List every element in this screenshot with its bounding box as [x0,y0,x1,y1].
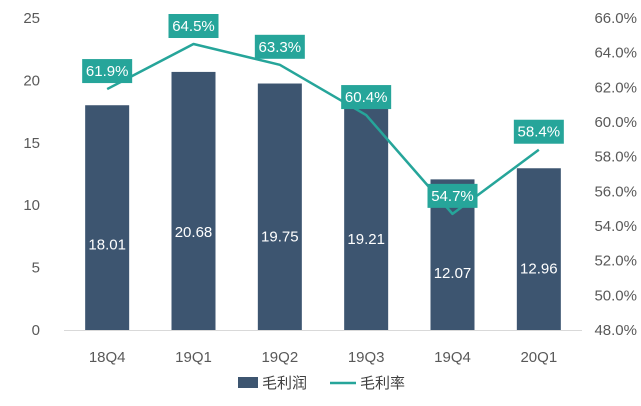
x-tick-label: 19Q3 [348,349,385,366]
legend: 毛利润 毛利率 [238,374,405,392]
bar-value-label: 20.68 [175,224,213,241]
y-left-tick-label: 25 [23,10,40,27]
y-right-tick-label: 66.0% [594,10,637,27]
axes-layer: 0 5 10 15 20 25 48.0% 50.0% 52.0% 54.0% 56.0% 58.0%… [23,10,637,366]
y-left-tick-label: 0 [32,322,40,339]
bar-value-label: 12.07 [434,265,472,282]
margin-label-box [341,85,392,110]
y-right-tick-label: 48.0% [594,322,637,339]
bar-18Q4 [85,105,130,330]
bar-19Q3 [344,90,389,330]
y-right-tick-label: 56.0% [594,183,637,200]
y-right-tick-label: 62.0% [594,79,637,96]
margin-value-label: 61.9% [86,63,129,80]
x-tick-label: 18Q4 [89,349,126,366]
labels-layer: 18.01 20.68 19.75 19.21 12.07 12.96 61.9% 64.5%… [82,14,564,282]
margin-label-box [427,183,478,208]
bar-value-label: 19.21 [347,231,385,248]
bar-value-label: 18.01 [88,237,126,254]
legend-label-gross-margin: 毛利率 [360,374,405,392]
x-tick-label: 19Q4 [434,349,471,366]
margin-label-box [254,34,305,59]
bars-layer [85,71,561,331]
x-tick-label: 19Q2 [261,349,298,366]
bar-value-label: 12.96 [520,261,558,278]
y-right-tick-label: 60.0% [594,114,637,131]
bar-20Q1 [516,168,561,330]
margin-label-box [82,59,133,84]
margin-value-label: 60.4% [345,89,388,106]
x-tick-label: 19Q1 [175,349,212,366]
legend-label-gross-profit: 毛利润 [262,374,307,392]
y-right-tick-label: 54.0% [594,218,637,235]
margin-value-label: 54.7% [431,188,474,205]
margin-value-label: 64.5% [172,18,215,35]
margin-label-box [168,14,219,38]
y-left-tick-label: 15 [23,135,40,152]
bar-value-label: 19.75 [261,228,299,245]
y-right-tick-label: 64.0% [594,45,637,62]
margin-value-label: 58.4% [518,124,561,141]
y-right-tick-label: 50.0% [594,287,637,304]
y-left-tick-label: 10 [23,197,40,214]
x-tick-label: 20Q1 [520,349,557,366]
y-right-tick-label: 58.0% [594,149,637,166]
y-left-tick-label: 5 [32,260,40,277]
bar-19Q1 [171,71,216,330]
y-left-tick-label: 20 [23,72,40,89]
y-right-tick-label: 52.0% [594,253,637,270]
bar-19Q2 [257,83,302,331]
legend-swatch-gross-profit [238,377,258,388]
margin-label-box [513,119,564,144]
margin-value-label: 63.3% [259,39,302,56]
